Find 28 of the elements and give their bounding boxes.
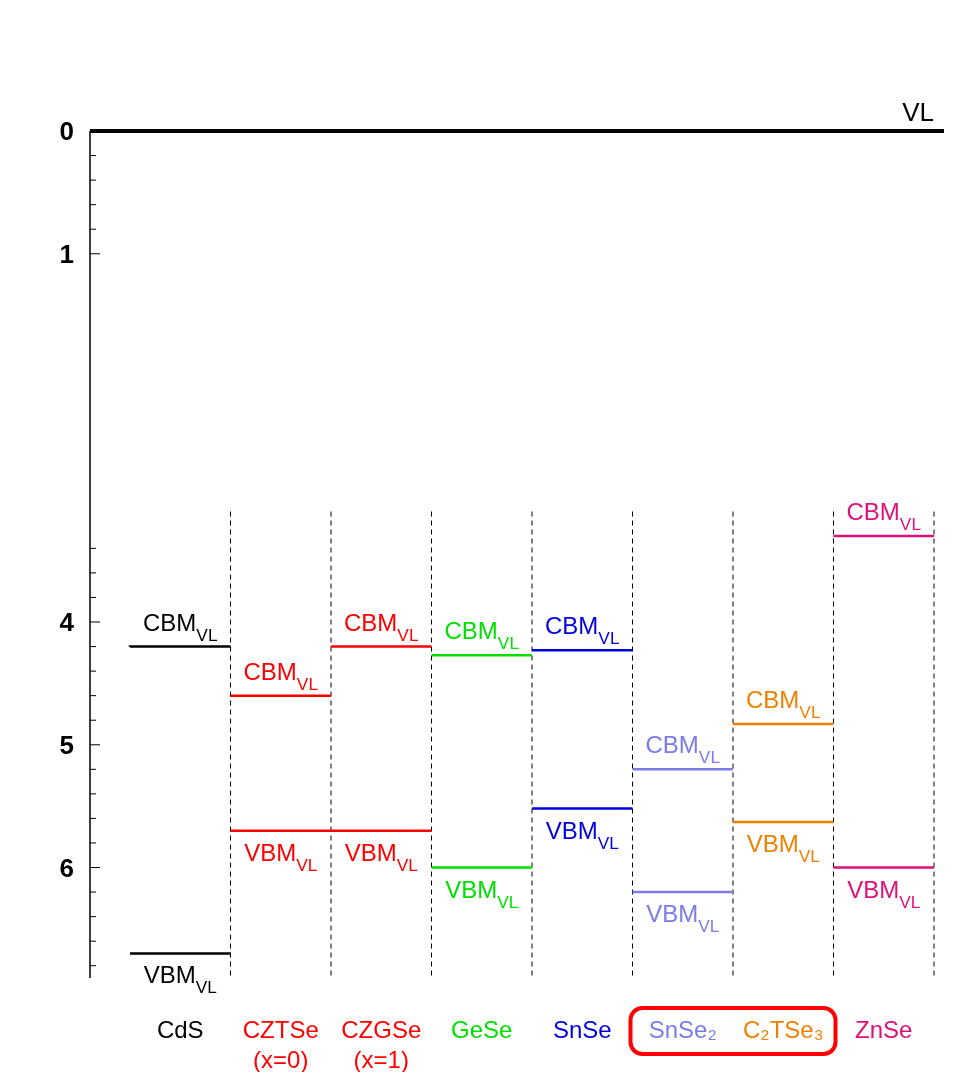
ref-line-label: VL (902, 97, 934, 127)
annotation: CBM$_{VL}$ (645, 731, 721, 768)
annotation: VBM$_{VL}$ (746, 830, 821, 867)
y-tick-label: 0 (59, 116, 74, 147)
annotation: VBM$_{VL}$ (646, 900, 720, 937)
y-tick-label: 5 (59, 729, 74, 760)
annotation: CBM$_{VL}$ (746, 685, 821, 722)
x-tick-label: SnSe₂ (648, 1016, 717, 1043)
annotation: CBM$_{VL}$ (545, 612, 620, 649)
y-tick-label: 6 (59, 852, 74, 883)
y-tick-label: 1 (59, 238, 74, 269)
annotation: VBM$_{VL}$ (344, 838, 419, 875)
annotation: CBM$_{VL}$ (243, 657, 319, 694)
x-tick-label: CdS (156, 1016, 204, 1043)
annotation: VBM$_{VL}$ (244, 838, 318, 875)
annotation: CBM$_{VL}$ (846, 498, 922, 535)
annotation: CBM$_{VL}$ (344, 608, 419, 645)
y-tick-label: 4 (59, 607, 75, 638)
x-tick-label: C₂TSe₃ (743, 1016, 824, 1043)
annotation: VBM$_{VL}$ (445, 875, 519, 912)
x-tick-label: SnSe (552, 1016, 612, 1043)
annotation: VBM$_{VL}$ (545, 816, 620, 853)
annotation: CBM$_{VL}$ (143, 608, 218, 645)
annotation: VBM$_{VL}$ (143, 961, 218, 998)
x-tick-label: GeSe (451, 1016, 513, 1043)
annotation: VBM$_{VL}$ (847, 875, 921, 912)
x-tick-label: ZnSe (855, 1016, 913, 1043)
annotation: CBM$_{VL}$ (444, 617, 520, 654)
